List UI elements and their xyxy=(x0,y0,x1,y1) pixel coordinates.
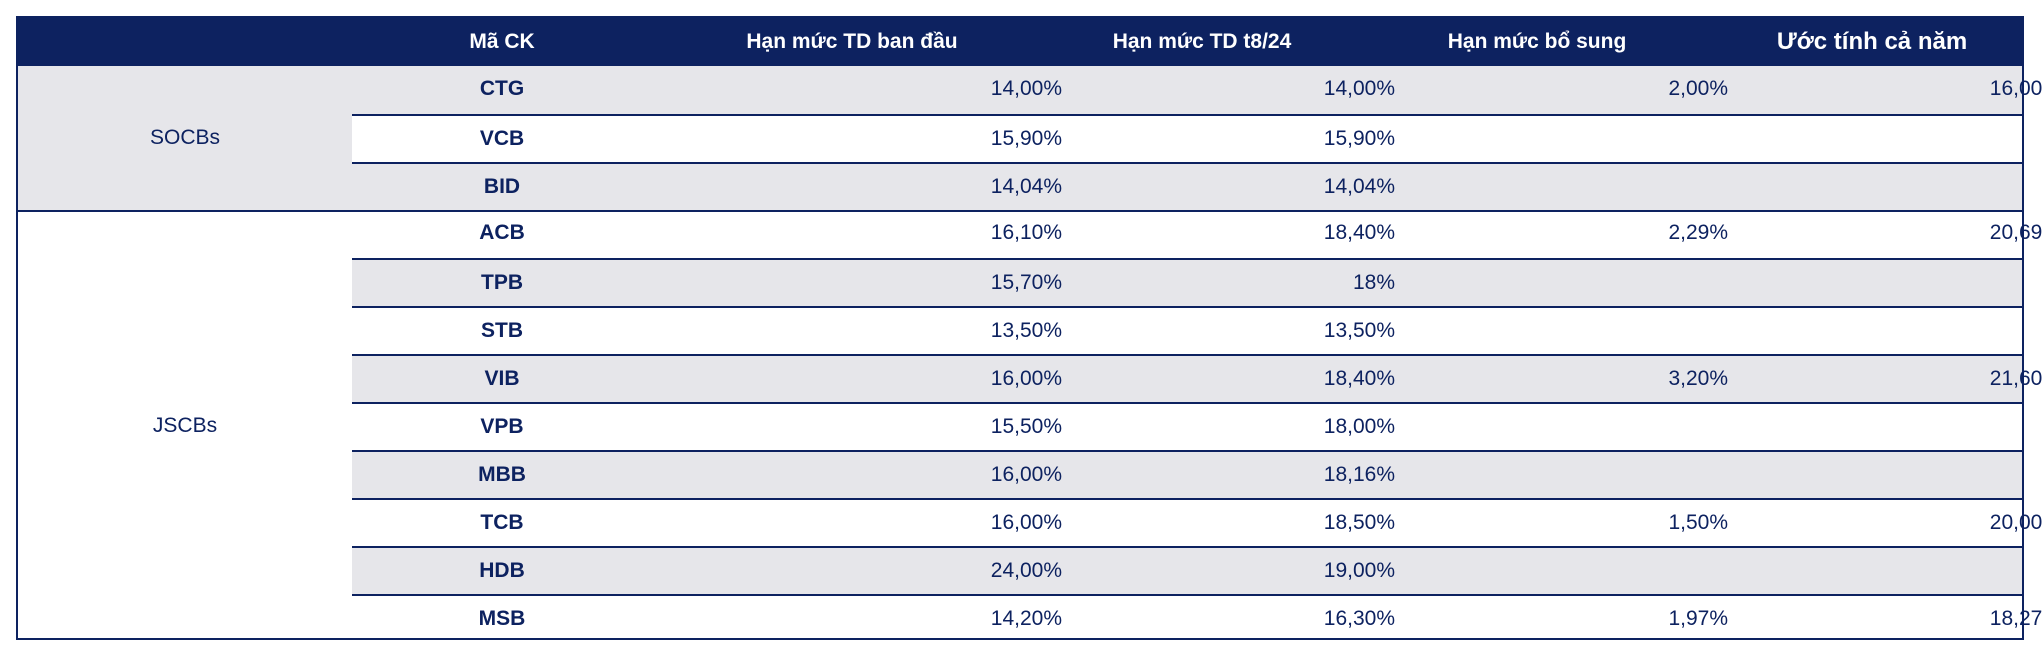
cell-full-year-estimate xyxy=(1728,164,2042,210)
cell-initial-limit: 14,20% xyxy=(990,607,1062,630)
cell-initial-limit: 14,00% xyxy=(990,77,1062,100)
cell-code: MBB xyxy=(478,463,526,486)
cell-full-year-estimate xyxy=(1728,404,2042,450)
cell-full-year-estimate: 21,60% xyxy=(1989,367,2042,390)
table-row: HDB 24,00% 19,00% xyxy=(352,546,2022,594)
cell-initial-limit: 15,90% xyxy=(990,127,1062,150)
cell-initial-limit: 16,00% xyxy=(990,367,1062,390)
cell-aug24-limit: 16,30% xyxy=(1323,607,1395,630)
group-label-jscbs: JSCBs xyxy=(152,414,218,437)
cell-full-year-estimate: 20,69% xyxy=(1989,221,2042,244)
cell-full-year-estimate xyxy=(1728,548,2042,594)
table-row: MSB 14,20% 16,30% 1,97% 18,27% xyxy=(352,594,2042,642)
cell-additional-limit xyxy=(1395,116,1728,162)
cell-aug24-limit: 18,00% xyxy=(1323,415,1395,438)
cell-full-year-estimate: 16,00% xyxy=(1989,77,2042,100)
cell-additional-limit: 2,29% xyxy=(1668,221,1728,244)
cell-aug24-limit: 15,90% xyxy=(1323,127,1395,150)
cell-full-year-estimate xyxy=(1728,260,2042,306)
cell-additional-limit: 2,00% xyxy=(1668,77,1728,100)
cell-initial-limit: 16,10% xyxy=(990,221,1062,244)
cell-code: BID xyxy=(483,175,521,198)
cell-initial-limit: 13,50% xyxy=(990,319,1062,342)
credit-limit-table: Mã CK Hạn mức TD ban đầu Hạn mức TD t8/2… xyxy=(16,16,2042,642)
table-row: STB 13,50% 13,50% xyxy=(352,306,2022,354)
table-row: TPB 15,70% 18% xyxy=(352,258,2022,306)
header-full-year-estimate: Ước tính cả năm xyxy=(1776,28,1968,55)
header-code: Mã CK xyxy=(469,30,535,53)
group-label-socbs: SOCBs xyxy=(18,66,352,210)
cell-code: VIB xyxy=(484,367,520,390)
group-divider xyxy=(18,210,2022,212)
cell-aug24-limit: 18,16% xyxy=(1323,463,1395,486)
cell-initial-limit: 15,70% xyxy=(990,271,1062,294)
cell-additional-limit xyxy=(1395,308,1728,354)
table-row: MBB 16,00% 18,16% xyxy=(352,450,2022,498)
cell-additional-limit: 1,97% xyxy=(1668,607,1728,630)
cell-full-year-estimate: 20,00% xyxy=(1989,511,2042,534)
cell-full-year-estimate: 18,27% xyxy=(1989,607,2042,630)
cell-additional-limit: 1,50% xyxy=(1668,511,1728,534)
cell-additional-limit xyxy=(1395,548,1728,594)
header-aug24-limit: Hạn mức TD t8/24 xyxy=(1112,30,1292,53)
cell-code: VCB xyxy=(479,127,525,150)
cell-initial-limit: 16,00% xyxy=(990,511,1062,534)
cell-code: VPB xyxy=(480,415,524,438)
header-additional-limit: Hạn mức bổ sung xyxy=(1447,30,1627,53)
cell-code: STB xyxy=(481,319,523,342)
table-row: BID 14,04% 14,04% xyxy=(352,162,2022,210)
cell-additional-limit xyxy=(1395,404,1728,450)
cell-initial-limit: 24,00% xyxy=(990,559,1062,582)
cell-additional-limit xyxy=(1395,452,1728,498)
table-row: CTG 14,00% 14,00% 2,00% 16,00% xyxy=(352,66,2042,114)
cell-code: CTG xyxy=(479,77,525,100)
header-initial-limit: Hạn mức TD ban đầu xyxy=(746,30,958,53)
cell-additional-limit xyxy=(1395,260,1728,306)
cell-full-year-estimate xyxy=(1728,116,2042,162)
cell-aug24-limit: 13,50% xyxy=(1323,319,1395,342)
cell-aug24-limit: 14,00% xyxy=(1323,77,1395,100)
cell-aug24-limit: 18,40% xyxy=(1323,221,1395,244)
cell-full-year-estimate xyxy=(1728,308,2042,354)
table-row: VIB 16,00% 18,40% 3,20% 21,60% xyxy=(352,354,2042,402)
table-row: TCB 16,00% 18,50% 1,50% 20,00% xyxy=(352,498,2042,546)
cell-code: MSB xyxy=(478,607,526,630)
header-group xyxy=(18,18,352,66)
cell-additional-limit xyxy=(1395,164,1728,210)
cell-code: TPB xyxy=(481,271,523,294)
cell-aug24-limit: 14,04% xyxy=(1323,175,1395,198)
cell-aug24-limit: 19,00% xyxy=(1323,559,1395,582)
cell-additional-limit: 3,20% xyxy=(1668,367,1728,390)
table-header: Mã CK Hạn mức TD ban đầu Hạn mức TD t8/2… xyxy=(18,18,2022,66)
cell-code: TCB xyxy=(480,511,524,534)
cell-initial-limit: 15,50% xyxy=(990,415,1062,438)
cell-aug24-limit: 18,40% xyxy=(1323,367,1395,390)
cell-code: HDB xyxy=(479,559,525,582)
cell-aug24-limit: 18,50% xyxy=(1323,511,1395,534)
table-row: ACB 16,10% 18,40% 2,29% 20,69% xyxy=(352,210,2042,258)
cell-code: ACB xyxy=(479,221,525,244)
table-row: VPB 15,50% 18,00% xyxy=(352,402,2022,450)
cell-initial-limit: 16,00% xyxy=(990,463,1062,486)
cell-full-year-estimate xyxy=(1728,452,2042,498)
cell-aug24-limit: 18% xyxy=(1352,271,1395,294)
cell-initial-limit: 14,04% xyxy=(990,175,1062,198)
table-row: VCB 15,90% 15,90% xyxy=(352,114,2022,162)
